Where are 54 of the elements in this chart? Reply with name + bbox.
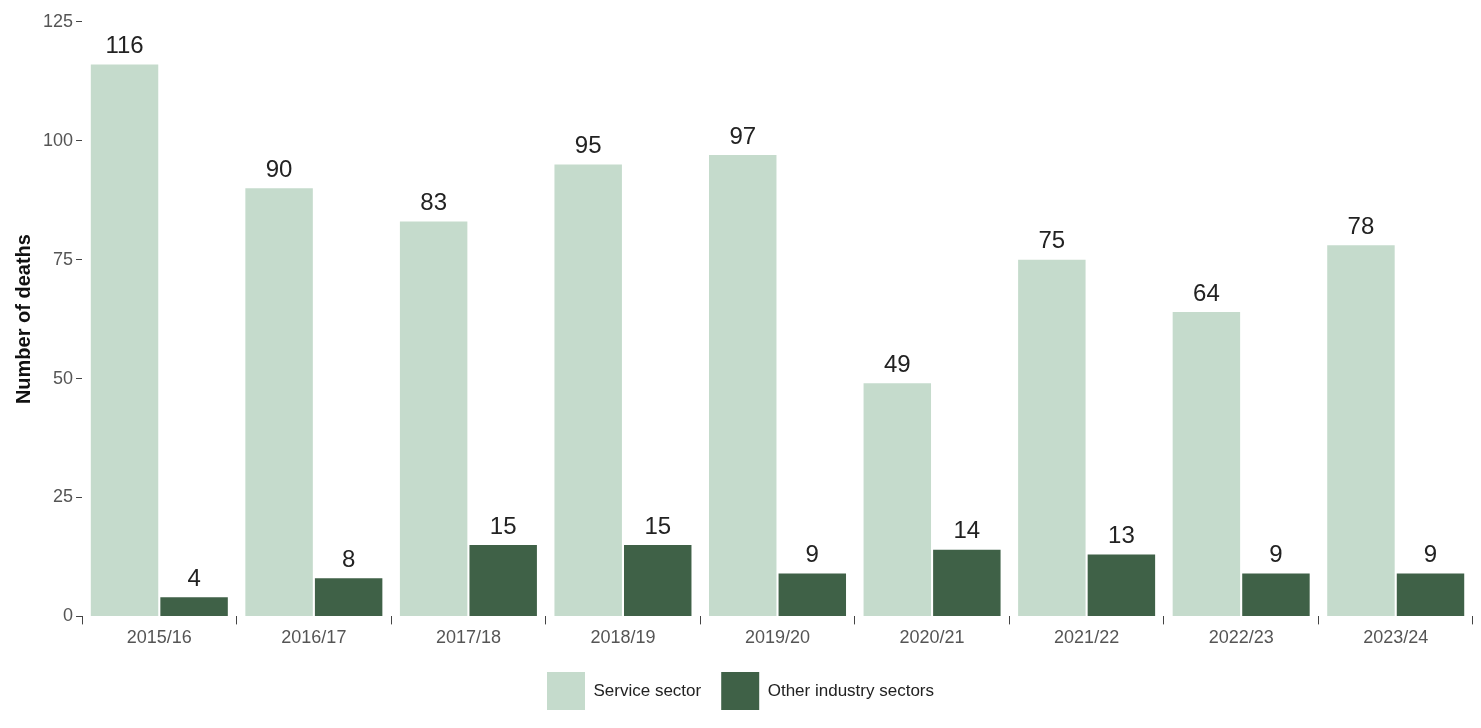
data-label: 9: [805, 540, 819, 568]
data-label: 49: [883, 349, 911, 377]
y-tick-label: 50: [53, 367, 74, 388]
data-label: 97: [729, 121, 757, 149]
data-label: 9: [1269, 540, 1283, 568]
y-tick-label: 75: [53, 248, 74, 269]
bar: [1087, 554, 1156, 616]
y-tick-label: 0: [63, 605, 74, 626]
x-tick-label: 2016/17: [281, 627, 347, 648]
data-label: 15: [644, 511, 672, 539]
x-tick-label: 2018/19: [590, 627, 656, 648]
bar: [1242, 573, 1310, 616]
bar: [1396, 573, 1465, 616]
bar: [160, 597, 228, 616]
legend-label: Other industry sectors: [767, 680, 934, 700]
legend-label: Service sector: [593, 680, 702, 700]
bar: [1327, 245, 1395, 616]
bar: [863, 383, 932, 616]
data-label: 75: [1038, 226, 1066, 254]
data-label: 78: [1347, 211, 1375, 239]
data-label: 14: [953, 516, 981, 544]
y-tick-label: 100: [42, 129, 74, 150]
y-axis-title: Number of deaths: [11, 234, 34, 405]
bar: [554, 164, 622, 616]
bar: [1018, 259, 1086, 616]
data-label: 13: [1108, 521, 1135, 549]
x-tick-label: 2021/22: [1054, 627, 1120, 648]
x-tick-label: 2019/20: [744, 627, 811, 648]
bar: [399, 221, 468, 616]
bar: [469, 545, 537, 616]
bar: [90, 64, 159, 616]
bar: [1172, 311, 1241, 616]
bar: [624, 545, 692, 616]
x-tick-label: 2020/21: [899, 627, 965, 648]
data-label: 116: [105, 31, 144, 59]
bar: [314, 578, 383, 616]
data-label: 95: [574, 131, 602, 159]
y-tick-label: 25: [53, 486, 74, 507]
x-tick-label: 2017/18: [435, 627, 501, 648]
bar: [709, 154, 777, 616]
bar: [245, 188, 313, 616]
x-tick-label: 2015/16: [126, 627, 192, 648]
data-label: 83: [420, 188, 447, 216]
bar: [933, 549, 1001, 616]
bar: [778, 573, 847, 616]
y-tick-label: 125: [42, 10, 74, 31]
x-tick-label: 2022/23: [1208, 627, 1274, 648]
data-label: 64: [1193, 278, 1220, 306]
data-label: 90: [265, 154, 293, 182]
data-label: 4: [187, 564, 201, 591]
data-label: 15: [489, 511, 517, 539]
data-label: 9: [1423, 540, 1438, 568]
data-label: 8: [341, 544, 356, 572]
x-tick-label: 2023/24: [1363, 627, 1429, 648]
